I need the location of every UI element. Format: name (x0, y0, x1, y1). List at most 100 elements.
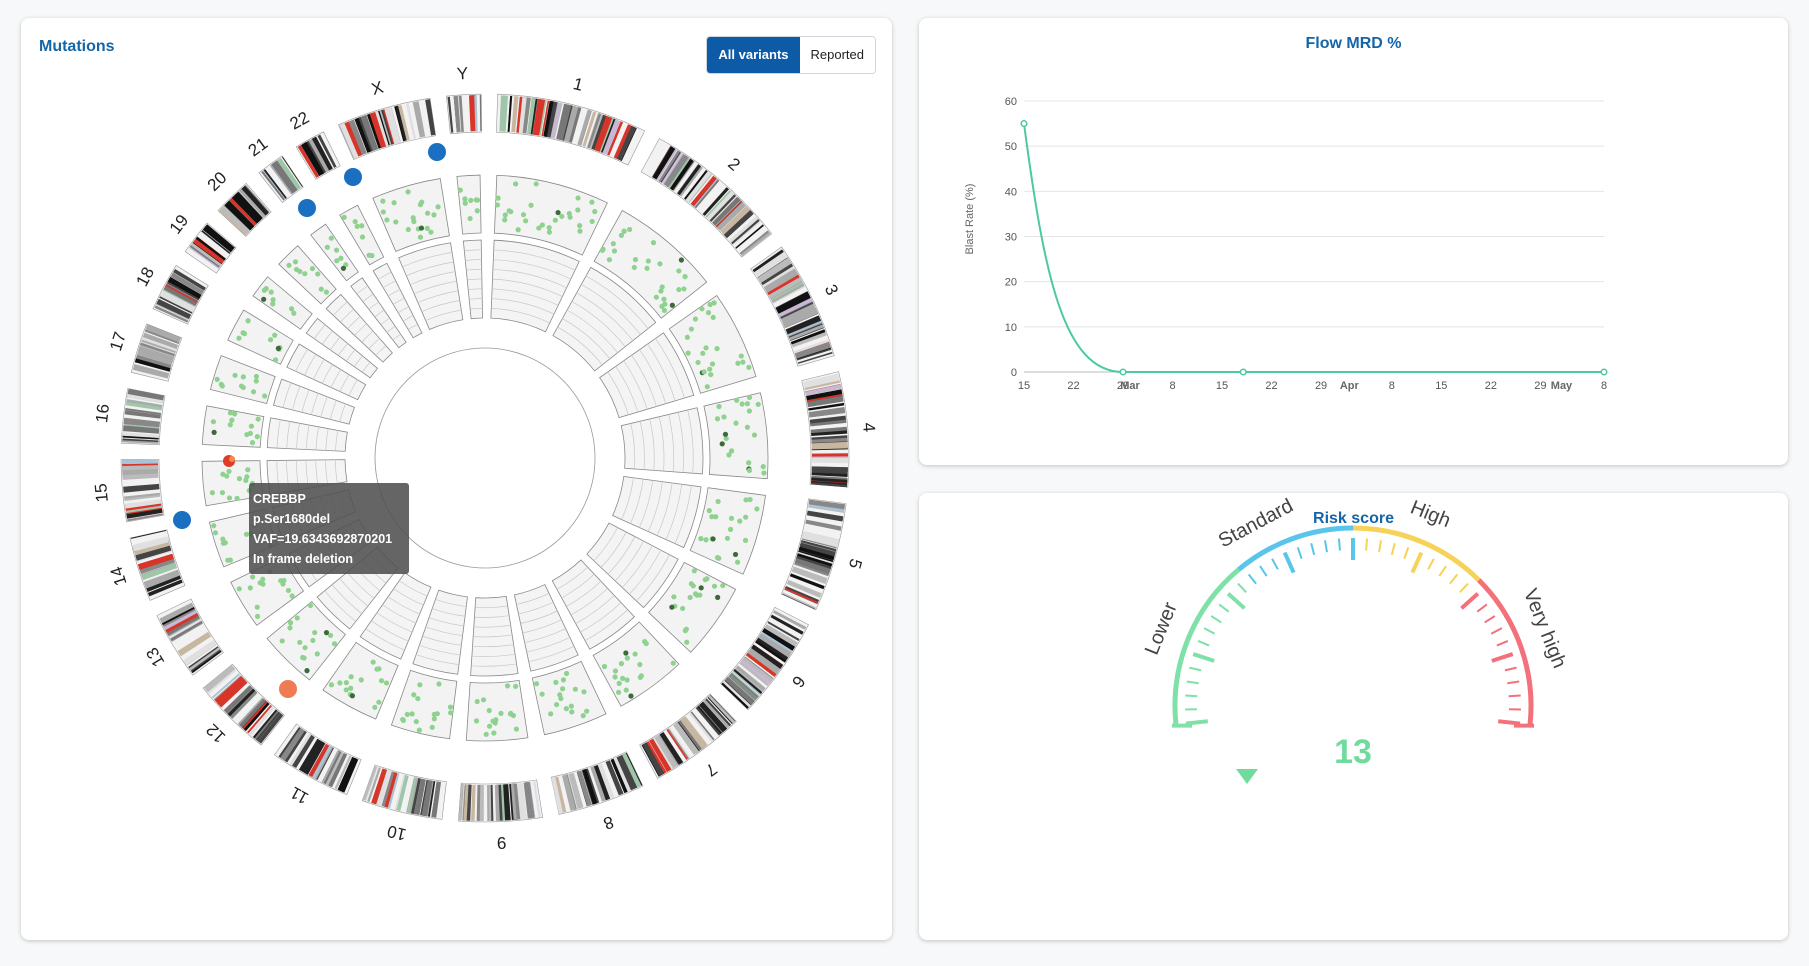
variant-point[interactable] (436, 681, 442, 687)
variant-point[interactable] (415, 695, 421, 702)
variant-point[interactable] (627, 226, 633, 233)
variant-point[interactable] (628, 693, 634, 699)
variant-point[interactable] (697, 592, 703, 598)
variant-point[interactable] (425, 210, 431, 216)
variant-point[interactable] (746, 408, 753, 414)
variant-point[interactable] (623, 687, 629, 693)
variant-point[interactable] (548, 711, 554, 717)
variant-point[interactable] (270, 301, 276, 307)
variant-point[interactable] (610, 241, 616, 247)
variant-point[interactable] (248, 423, 255, 429)
variant-point[interactable] (502, 217, 508, 223)
fusion-marker[interactable] (298, 199, 316, 217)
variant-point[interactable] (572, 686, 578, 692)
variant-point[interactable] (263, 286, 269, 292)
variant-point[interactable] (262, 393, 268, 399)
variant-point[interactable] (724, 535, 731, 541)
variant-point[interactable] (409, 711, 415, 717)
variant-point[interactable] (688, 581, 694, 587)
variant-point[interactable] (513, 181, 519, 187)
variant-point[interactable] (384, 217, 390, 223)
variant-point[interactable] (671, 594, 677, 600)
variant-point[interactable] (483, 731, 489, 737)
variant-point[interactable] (243, 477, 249, 483)
variant-point[interactable] (491, 730, 497, 736)
variant-point[interactable] (462, 200, 468, 206)
variant-point[interactable] (606, 257, 613, 263)
variant-point[interactable] (413, 718, 419, 725)
variant-point[interactable] (612, 668, 619, 674)
variant-point[interactable] (681, 286, 687, 292)
variant-point[interactable] (383, 680, 390, 686)
variant-point[interactable] (291, 310, 297, 316)
variant-point[interactable] (279, 638, 285, 644)
variant-point[interactable] (685, 350, 691, 356)
variant-point[interactable] (288, 306, 295, 312)
mrd-data-point[interactable] (1119, 368, 1127, 376)
variant-point[interactable] (250, 389, 257, 395)
variant-point[interactable] (234, 495, 240, 501)
variant-point[interactable] (723, 435, 729, 442)
variant-point[interactable] (331, 641, 338, 647)
variant-point[interactable] (695, 359, 701, 366)
variant-point[interactable] (222, 540, 228, 546)
variant-point[interactable] (746, 467, 753, 473)
variant-point[interactable] (744, 424, 751, 430)
variant-point[interactable] (533, 181, 539, 187)
variant-point[interactable] (380, 209, 386, 215)
variant-point[interactable] (616, 680, 622, 686)
variant-point[interactable] (618, 232, 625, 238)
variant-point[interactable] (211, 523, 217, 529)
variant-point[interactable] (632, 256, 639, 263)
variant-point[interactable] (612, 674, 618, 680)
variant-point[interactable] (742, 537, 749, 543)
all-variants-button[interactable]: All variants (707, 37, 800, 73)
variant-point[interactable] (553, 701, 560, 708)
fusion-marker[interactable] (279, 680, 297, 698)
variant-point[interactable] (315, 271, 321, 277)
variant-point[interactable] (359, 234, 366, 240)
variant-point[interactable] (226, 495, 233, 501)
variant-point[interactable] (508, 209, 514, 215)
variant-point[interactable] (486, 707, 492, 714)
variant-point[interactable] (473, 718, 480, 724)
variant-point[interactable] (209, 490, 216, 496)
variant-point[interactable] (698, 585, 704, 591)
variant-point[interactable] (555, 209, 561, 216)
variant-point[interactable] (289, 593, 295, 599)
variant-point[interactable] (584, 708, 590, 714)
variant-point[interactable] (310, 637, 316, 644)
variant-point[interactable] (623, 650, 629, 656)
variant-point[interactable] (727, 526, 734, 532)
variant-point[interactable] (743, 497, 749, 503)
variant-point[interactable] (301, 655, 307, 661)
variant-point[interactable] (669, 604, 675, 610)
variant-point[interactable] (272, 332, 278, 338)
variant-point[interactable] (691, 568, 697, 574)
variant-point[interactable] (546, 224, 552, 231)
variant-point[interactable] (653, 294, 659, 300)
variant-point[interactable] (577, 223, 583, 229)
variant-point[interactable] (701, 369, 707, 375)
variant-point[interactable] (348, 674, 354, 680)
variant-point[interactable] (468, 197, 474, 203)
variant-point[interactable] (404, 711, 410, 717)
variant-point[interactable] (601, 663, 608, 670)
variant-point[interactable] (726, 452, 732, 458)
variant-point[interactable] (354, 223, 360, 229)
variant-point[interactable] (287, 620, 294, 626)
variant-point[interactable] (227, 410, 234, 416)
variant-point[interactable] (684, 334, 690, 340)
variant-point[interactable] (380, 198, 386, 204)
variant-point[interactable] (721, 414, 727, 420)
mrd-data-point[interactable] (1239, 368, 1247, 376)
variant-point[interactable] (523, 218, 529, 224)
variant-point[interactable] (637, 661, 643, 668)
variant-point[interactable] (374, 666, 380, 672)
variant-point[interactable] (716, 555, 722, 561)
variant-point[interactable] (405, 189, 411, 195)
variant-point[interactable] (245, 467, 251, 473)
variant-point[interactable] (352, 218, 358, 225)
variant-point[interactable] (684, 639, 690, 645)
variant-point[interactable] (424, 225, 430, 231)
